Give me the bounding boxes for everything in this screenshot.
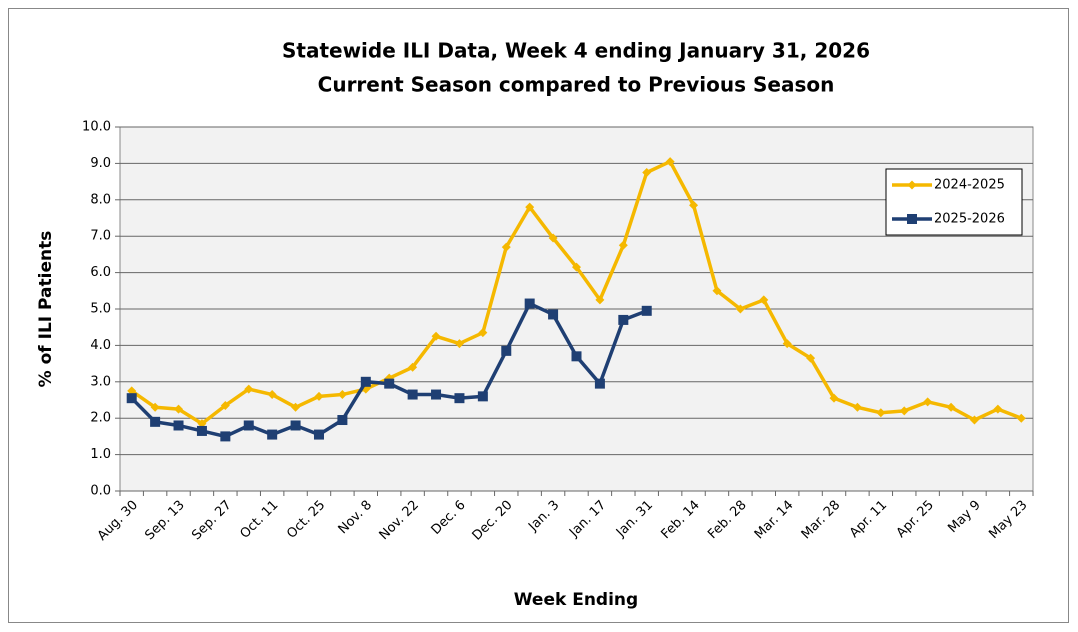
data-point [642,168,652,177]
data-point [360,376,371,387]
data-point [595,295,605,305]
data-point [641,305,652,316]
data-point [408,362,418,372]
y-tick-label: 6.0 [90,265,111,280]
legend-label: 2024-2025 [934,178,1005,193]
data-point [572,262,581,272]
data-point [594,378,605,389]
data-point [150,416,161,427]
data-point [548,233,558,243]
data-point [571,351,582,362]
chart-title: Statewide ILI Data, Week 4 ending Januar… [282,39,870,63]
legend-marker [907,214,917,224]
data-point [244,384,254,394]
data-point [618,314,629,325]
data-point [150,402,160,412]
data-point [689,200,699,210]
data-point [267,429,278,440]
y-tick-label: 3.0 [90,374,111,389]
data-point [454,393,465,404]
data-point [712,286,722,296]
legend-marker [907,180,917,190]
y-tick-label: 8.0 [90,192,111,207]
data-point [243,420,254,431]
data-point [501,242,511,252]
data-point [196,425,207,436]
data-point [290,420,301,431]
data-point [478,328,488,338]
data-point [525,202,535,212]
data-point [876,408,886,418]
data-point [899,406,909,416]
y-axis-title: % of ILI Patients [36,231,56,388]
data-point [665,157,675,167]
y-tick-label: 1.0 [90,447,111,462]
data-point [220,431,231,442]
data-point [946,402,956,412]
data-point [735,304,745,314]
data-point [618,240,628,250]
data-point [548,309,559,320]
data-point [969,415,979,425]
data-point [197,419,207,429]
legend-label: 2025-2026 [934,212,1005,227]
y-tick-label: 10.0 [82,120,111,135]
data-point [267,390,277,400]
data-point [126,393,137,404]
data-point [1016,413,1026,423]
data-point [852,402,862,412]
data-point [806,353,816,363]
data-point [384,378,395,389]
data-point [454,339,464,349]
data-point [337,390,347,400]
y-tick-label: 7.0 [90,229,111,244]
y-tick-label: 2.0 [90,411,111,426]
data-point [313,429,324,440]
data-point [759,295,769,305]
data-point [314,391,324,401]
data-point [407,389,418,400]
chart-subtitle: Current Season compared to Previous Seas… [318,73,835,97]
y-tick-label: 4.0 [90,338,111,353]
data-point [477,391,488,402]
data-point [782,339,792,349]
data-point [501,345,512,356]
data-point [431,331,441,341]
data-point [829,393,839,403]
data-point [923,397,933,407]
y-tick-label: 9.0 [90,156,111,171]
y-tick-label: 5.0 [90,302,111,317]
y-tick-label: 0.0 [90,484,111,499]
data-point [524,298,535,309]
data-point [337,415,348,426]
data-point [127,386,137,396]
data-point [173,420,184,431]
x-axis-title: Week Ending [514,590,638,610]
data-point [174,404,184,414]
data-point [993,404,1003,414]
data-point [220,400,230,410]
data-point [431,389,442,400]
data-point [291,402,301,412]
